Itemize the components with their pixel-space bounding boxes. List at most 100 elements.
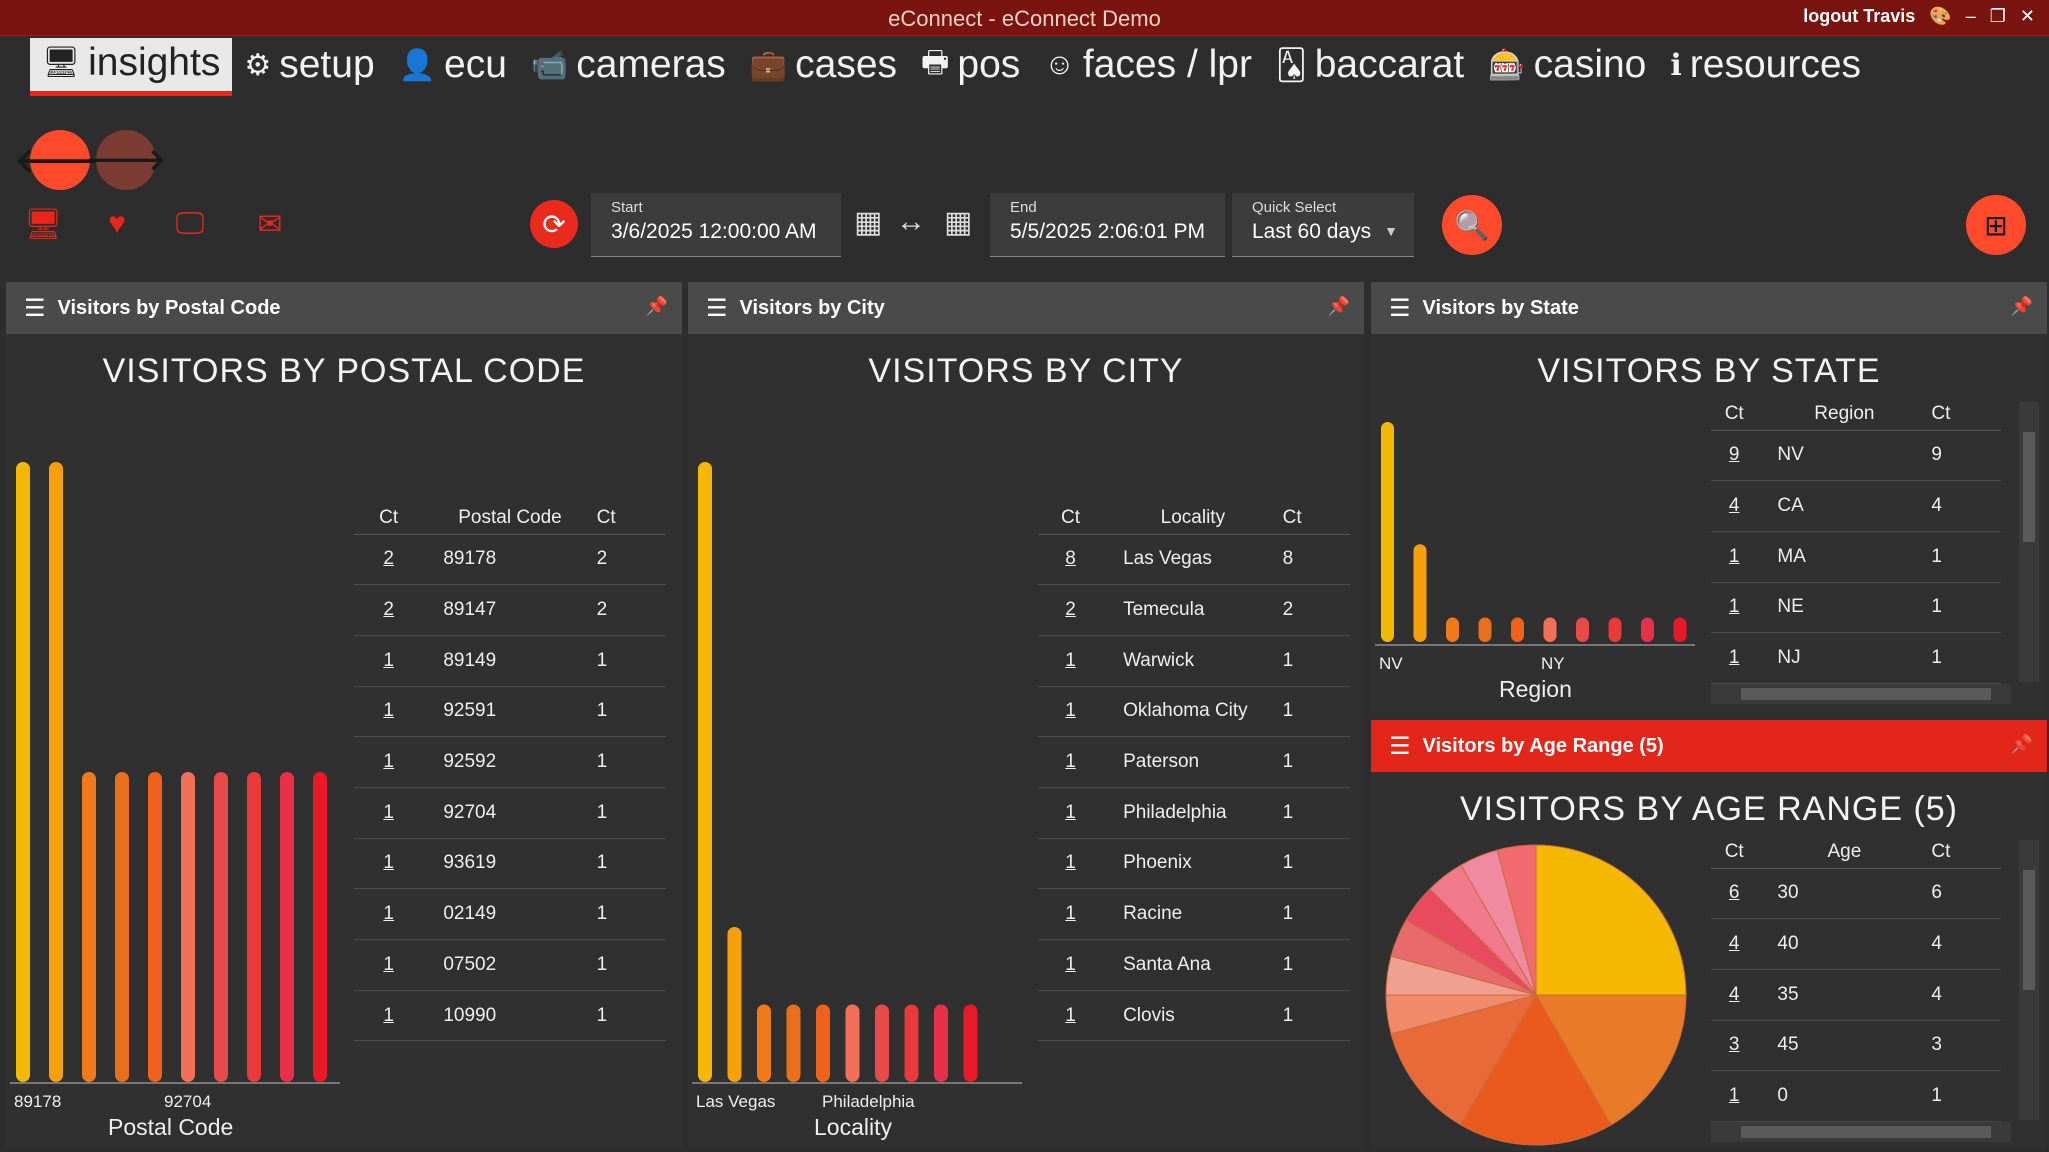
scrollbar-thumb[interactable]: [1741, 688, 1991, 700]
column-header[interactable]: Ct: [1931, 398, 2001, 431]
bar-NJ[interactable]: [1511, 617, 1524, 642]
count-link[interactable]: 1: [354, 990, 424, 1042]
count-link[interactable]: 1: [1038, 787, 1104, 839]
table-row[interactable]: 1 Racine 1: [1038, 888, 1350, 940]
count-link[interactable]: 1: [1711, 1070, 1758, 1122]
table-row[interactable]: 1 Paterson 1: [1038, 736, 1350, 788]
bar-89178[interactable]: [16, 462, 30, 1082]
horizontal-scrollbar[interactable]: [1711, 1122, 2011, 1142]
table-row[interactable]: 1 Philadelphia 1: [1038, 787, 1350, 839]
table-row[interactable]: 1 92592 1: [354, 736, 666, 788]
table-row[interactable]: 1 MA 1: [1711, 531, 2001, 583]
column-header[interactable]: Postal Code: [423, 502, 597, 535]
count-link[interactable]: 1: [354, 787, 424, 839]
bar-Phoenix[interactable]: [875, 1004, 889, 1083]
column-header[interactable]: Ct: [1038, 502, 1104, 535]
bar-NY[interactable]: [1543, 617, 1557, 642]
count-link[interactable]: 1: [354, 736, 424, 788]
pin-icon[interactable]: 📌: [2010, 734, 2033, 754]
pie-slice-40[interactable]: [1535, 994, 1687, 1126]
bar-92592[interactable]: [148, 772, 162, 1082]
table-row[interactable]: 1 NJ 1: [1711, 632, 2001, 684]
table-row[interactable]: 6 30 6: [1711, 868, 2001, 920]
bar-MA[interactable]: [1446, 617, 1459, 642]
column-header[interactable]: Ct: [1931, 836, 2001, 869]
nav-casino[interactable]: 🎰 casino: [1476, 38, 1658, 96]
table-row[interactable]: 1 NE 1: [1711, 582, 2001, 634]
vertical-scrollbar[interactable]: [2019, 840, 2039, 1120]
start-date-field[interactable]: Start 3/6/2025 12:00:00 AM: [591, 193, 841, 257]
table-row[interactable]: 1 93619 1: [354, 838, 666, 890]
pie-slice-45[interactable]: [1390, 994, 1538, 1126]
bar-92591[interactable]: [115, 772, 129, 1082]
menu-icon[interactable]: ☰: [706, 294, 728, 322]
dashboard-button[interactable]: ⊞: [1966, 195, 2026, 255]
menu-icon[interactable]: ☰: [24, 294, 46, 322]
bar-89147[interactable]: [49, 462, 63, 1082]
count-link[interactable]: 1: [354, 838, 424, 890]
table-row[interactable]: 1 Clovis 1: [1038, 990, 1350, 1042]
column-header[interactable]: Ct: [1282, 502, 1350, 535]
scrollbar-thumb[interactable]: [2023, 870, 2035, 990]
table-row[interactable]: 8 Las Vegas 8: [1038, 534, 1350, 586]
palette-icon[interactable]: 🎨: [1929, 6, 1952, 26]
table-row[interactable]: 1 Santa Ana 1: [1038, 939, 1350, 991]
bar-Racine[interactable]: [904, 1004, 919, 1083]
minimize-icon[interactable]: –: [1965, 6, 1976, 26]
heart-icon[interactable]: ♥: [108, 207, 126, 240]
bar-Philadelphia[interactable]: [845, 1004, 860, 1083]
bar-s9[interactable]: [1641, 617, 1654, 642]
search-data-button[interactable]: 🔍: [1442, 195, 1502, 255]
count-link[interactable]: 1: [354, 635, 424, 687]
table-row[interactable]: 2 89147 2: [354, 584, 666, 636]
count-link[interactable]: 4: [1711, 969, 1758, 1021]
count-link[interactable]: 1: [1038, 635, 1104, 687]
calendar-icon[interactable]: ▦: [944, 206, 973, 239]
pin-icon[interactable]: 📌: [645, 296, 668, 316]
menu-icon[interactable]: ☰: [1389, 294, 1411, 322]
count-link[interactable]: 1: [1038, 736, 1104, 788]
bar-s7[interactable]: [1576, 617, 1589, 642]
count-link[interactable]: 4: [1711, 918, 1758, 970]
nav-ecu[interactable]: 👤 ecu: [387, 38, 519, 96]
count-link[interactable]: 1: [354, 939, 424, 991]
bar-Warwick[interactable]: [757, 1004, 771, 1083]
bar-93619[interactable]: [214, 772, 228, 1082]
nav-resources[interactable]: ℹ resources: [1658, 38, 1873, 96]
mail-icon[interactable]: ✉: [257, 207, 283, 241]
table-row[interactable]: 1 10990 1: [354, 990, 666, 1042]
column-header[interactable]: Age: [1757, 836, 1932, 869]
bar-Clovis[interactable]: [963, 1004, 978, 1083]
nav-pos[interactable]: 🖶 pos: [909, 38, 1032, 96]
column-header[interactable]: Ct: [596, 502, 666, 535]
pin-icon[interactable]: 📌: [2010, 296, 2033, 316]
bar-Temecula[interactable]: [727, 927, 742, 1082]
table-row[interactable]: 3 45 3: [1711, 1020, 2001, 1072]
count-link[interactable]: 2: [354, 534, 424, 586]
bar-Las Vegas[interactable]: [698, 462, 712, 1082]
count-link[interactable]: 1: [1038, 686, 1104, 738]
table-row[interactable]: 4 CA 4: [1711, 480, 2001, 532]
count-link[interactable]: 3: [1711, 1020, 1758, 1072]
bar-02149[interactable]: [247, 772, 261, 1082]
column-header[interactable]: Ct: [1711, 836, 1758, 869]
count-link[interactable]: 8: [1038, 534, 1104, 586]
table-row[interactable]: 1 Warwick 1: [1038, 635, 1350, 687]
nav-cameras[interactable]: 📹 cameras: [519, 38, 738, 96]
column-header[interactable]: Ct: [1711, 398, 1758, 431]
quick-select-dropdown[interactable]: Quick Select Last 60 days ▼: [1232, 193, 1414, 257]
table-row[interactable]: 1 07502 1: [354, 939, 666, 991]
pin-icon[interactable]: 📌: [1327, 296, 1350, 316]
display-icon[interactable]: 🖵: [175, 207, 205, 240]
table-row[interactable]: 4 35 4: [1711, 969, 2001, 1021]
count-link[interactable]: 1: [1038, 990, 1104, 1042]
table-row[interactable]: 1 Oklahoma City 1: [1038, 686, 1350, 738]
table-row[interactable]: 1 02149 1: [354, 888, 666, 940]
count-link[interactable]: 1: [1038, 939, 1104, 991]
count-link[interactable]: 1: [1038, 888, 1104, 940]
bar-NE[interactable]: [1478, 617, 1492, 642]
bar-07502[interactable]: [280, 772, 294, 1082]
menu-icon[interactable]: ☰: [1389, 732, 1411, 760]
back-button[interactable]: 🡐: [14, 130, 106, 190]
